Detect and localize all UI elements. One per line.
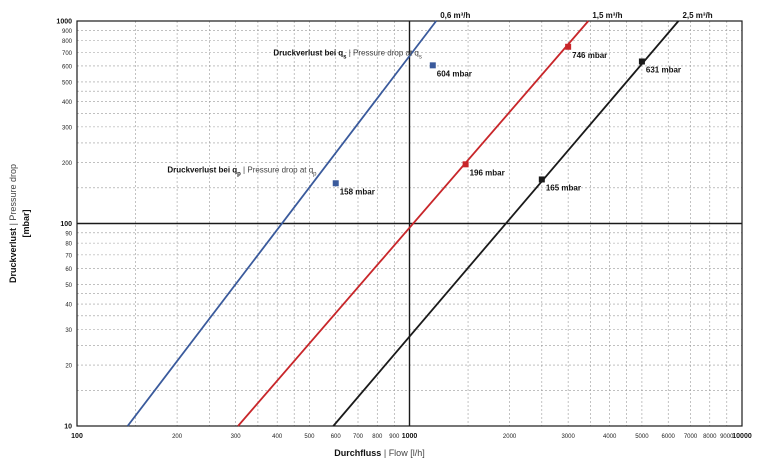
series-2: 2,5 m³/h 165 mbar 631 mbar (332, 11, 713, 427)
series-name-label: 0,6 m³/h (440, 11, 470, 20)
x-tick-label: 7000 (684, 434, 698, 440)
x-tick-label: 4000 (603, 434, 617, 440)
x-tick-label: 1000 (402, 433, 418, 440)
y-tick-label: 400 (62, 100, 73, 106)
y-tick-label: 500 (62, 80, 73, 86)
data-point-label: 746 mbar (572, 51, 607, 60)
y-axis-title-sep: | (8, 223, 18, 225)
plot-frame (76, 20, 743, 427)
x-tick-label: 5000 (635, 434, 649, 440)
data-point-marker (638, 58, 645, 65)
x-tick-labels: 100 200 300 400 500 600 700 800 900 1000 2000 3000 4… (71, 433, 752, 440)
y-tick-label: 900 (62, 29, 73, 35)
annotation-label: Druckverlust bei qp | Pressure drop at q… (167, 165, 317, 177)
y-tick-label: 10 (64, 424, 72, 431)
series-name-label: 1,5 m³/h (592, 11, 622, 20)
y-tick-label: 30 (65, 328, 72, 334)
y-axis-title-main: Druckverlust (8, 228, 18, 283)
y-tick-label: 600 (62, 64, 73, 70)
x-tick-label: 200 (172, 434, 183, 440)
series: 0,6 m³/h 158 mbar 604 mbar 1,5 m³/h 196 mbar… (126, 11, 713, 427)
x-tick-label: 3000 (561, 434, 575, 440)
x-tick-label: 10000 (732, 433, 752, 440)
x-tick-label: 500 (304, 434, 315, 440)
x-tick-label: 400 (272, 434, 283, 440)
y-tick-label: 40 (65, 303, 72, 309)
data-point-label: 158 mbar (340, 187, 375, 196)
y-tick-label: 1000 (56, 19, 72, 26)
data-point-marker (332, 180, 339, 187)
x-tick-label: 9000 (720, 434, 734, 440)
y-axis-title-line1: Druckverlust | Pressure drop (8, 164, 18, 283)
series-name-label: 2,5 m³/h (682, 11, 712, 20)
y-tick-label: 90 (65, 231, 72, 237)
y-tick-labels: 10 20 30 40 50 60 70 80 90 100 200 300 400 500 600 700 8… (56, 19, 72, 431)
data-point-label: 196 mbar (470, 168, 505, 177)
data-point-marker (565, 43, 572, 50)
series-1: 1,5 m³/h 196 mbar 746 mbar (237, 11, 623, 427)
data-point-label: 165 mbar (546, 183, 581, 192)
x-tick-label: 2000 (503, 434, 517, 440)
series-line (237, 20, 590, 427)
data-point-marker (429, 62, 436, 69)
y-tick-label: 200 (62, 161, 73, 167)
x-tick-label: 300 (231, 434, 242, 440)
x-axis-title: Durchfluss | Flow [l/h] (334, 448, 424, 458)
y-tick-label: 300 (62, 125, 73, 131)
x-tick-label: 600 (331, 434, 342, 440)
x-axis-title-main: Durchfluss (334, 448, 381, 458)
annotation-label: Druckverlust bei qs | Pressure drop at q… (273, 48, 422, 60)
x-tick-label: 8000 (703, 434, 717, 440)
y-tick-label: 80 (65, 242, 72, 248)
y-axis-title-unit: [mbar] (21, 209, 31, 237)
data-point-label: 604 mbar (437, 69, 472, 78)
x-axis-title-sub: Flow [l/h] (389, 448, 425, 458)
y-tick-label: 70 (65, 253, 72, 259)
x-tick-label: 100 (71, 433, 83, 440)
reference-lines (77, 21, 742, 426)
data-point-marker (462, 161, 469, 168)
x-tick-label: 800 (372, 434, 383, 440)
y-axis-title-sub: Pressure drop (8, 164, 18, 221)
y-tick-label: 50 (65, 283, 72, 289)
y-tick-label: 700 (62, 51, 73, 57)
series-line (332, 20, 680, 427)
y-tick-label: 60 (65, 267, 72, 273)
x-tick-label: 6000 (662, 434, 676, 440)
x-tick-label: 700 (353, 434, 364, 440)
data-point-marker (538, 176, 545, 183)
y-tick-label: 100 (60, 221, 72, 228)
series-line (126, 20, 437, 427)
data-point-label: 631 mbar (646, 65, 681, 74)
x-tick-label: 900 (389, 434, 400, 440)
y-tick-label: 800 (62, 39, 73, 45)
series-0: 0,6 m³/h 158 mbar 604 mbar (126, 11, 472, 427)
annotations: Druckverlust bei qs | Pressure drop at q… (167, 48, 422, 177)
y-tick-label: 20 (65, 364, 72, 370)
y-axis-title: Druckverlust | Pressure drop [mbar] (8, 164, 31, 283)
x-axis-title-sep: | (384, 448, 386, 458)
